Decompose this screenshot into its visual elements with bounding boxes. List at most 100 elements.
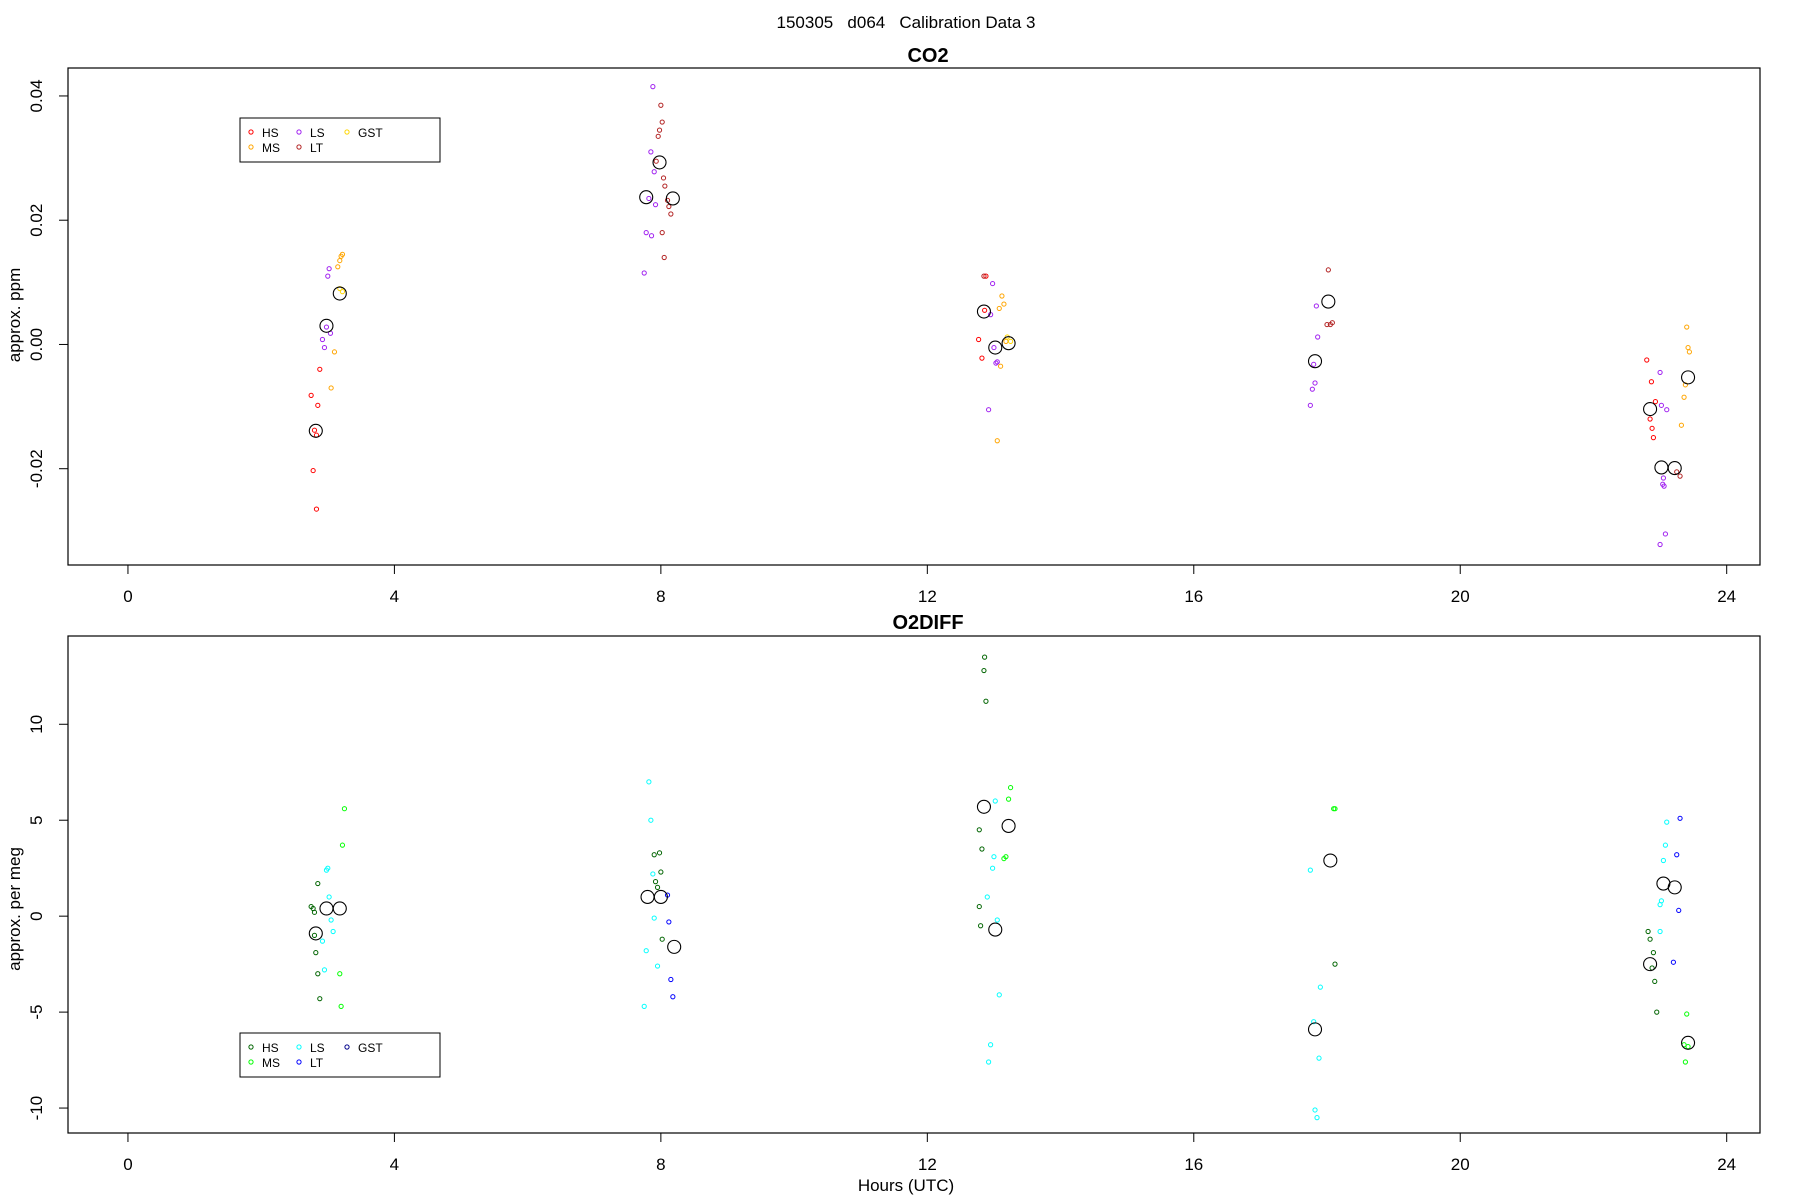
co2-point-lt xyxy=(661,254,667,261)
o2diff-point-mean xyxy=(1667,880,1682,895)
co2-legend-marker-hs xyxy=(248,129,254,135)
co2-panel: CO2 approx. ppm 0 4 8 12 16 20 24 -0.02 0.00 0.02… xyxy=(5,45,1761,606)
co2-point-ls xyxy=(648,233,655,239)
o2diff-point-ms xyxy=(1332,806,1338,812)
co2-point-mean xyxy=(319,318,334,333)
o2diff-point-ls xyxy=(654,963,661,969)
o2diff-point-mean xyxy=(653,889,668,905)
co2-point-ls xyxy=(994,359,1000,365)
co2-point-hs xyxy=(311,427,318,433)
o2diff-point-hs xyxy=(976,903,982,910)
o2diff-ylabel: approx. per meg xyxy=(5,847,24,971)
o2diff-chart-title: O2DIFF xyxy=(892,612,963,634)
co2-legend-marker-ls xyxy=(296,129,302,135)
co2-point-ls xyxy=(1315,334,1321,340)
co2-point-ls xyxy=(1309,386,1315,392)
o2diff-point-ls xyxy=(992,798,998,804)
co2-x-tick-label: 24 xyxy=(1717,587,1736,606)
o2diff-point-lt xyxy=(668,976,674,983)
co2-point-gst xyxy=(1007,338,1014,344)
co2-point-hs xyxy=(1652,399,1659,405)
o2diff-y-tick-label: 0 xyxy=(27,911,46,920)
co2-point-ms xyxy=(1684,324,1690,330)
co2-point-ms xyxy=(337,257,343,264)
o2diff-point-mean xyxy=(1643,957,1658,972)
co2-point-mean xyxy=(639,190,654,205)
o2diff-point-hs xyxy=(317,996,323,1002)
co2-point-ls xyxy=(326,266,332,272)
o2diff-point-mean xyxy=(1001,818,1016,834)
o2diff-x-tick-label: 8 xyxy=(656,1155,665,1174)
o2diff-legend-marker-lt xyxy=(296,1059,302,1065)
o2diff-point-hs xyxy=(978,923,984,929)
o2diff-legend-marker-hs xyxy=(248,1044,254,1050)
o2diff-point-ls xyxy=(1662,842,1669,848)
co2-point-ms xyxy=(328,385,334,391)
co2-point-ls xyxy=(1658,402,1665,408)
o2diff-point-ls xyxy=(1658,898,1665,904)
co2-point-ls xyxy=(1313,303,1319,309)
co2-point-ls xyxy=(319,336,326,343)
co2-point-ms xyxy=(1678,422,1684,428)
co2-point-lt xyxy=(668,211,674,217)
o2diff-point-hs xyxy=(313,950,319,956)
co2-x-tick-label: 20 xyxy=(1451,587,1470,606)
o2diff-point-ls xyxy=(1307,867,1313,873)
o2diff-point-ms xyxy=(1682,1059,1688,1065)
co2-point-lt xyxy=(1329,320,1335,326)
co2-point-lt xyxy=(1677,473,1683,479)
o2diff-legend-label-lt: LT xyxy=(310,1056,324,1070)
co2-legend-label-ls: LS xyxy=(310,126,325,140)
o2diff-legend-marker-ms xyxy=(248,1059,254,1065)
o2diff-point-ls xyxy=(1311,1019,1317,1025)
co2-point-lt xyxy=(656,127,663,133)
o2diff-legend-label-gst: GST xyxy=(358,1041,383,1055)
co2-point-mean xyxy=(1643,402,1658,417)
co2-legend-marker-gst xyxy=(344,129,350,135)
o2diff-point-hs xyxy=(311,909,318,915)
o2diff-point-hs xyxy=(1645,928,1651,935)
co2-point-mean xyxy=(1321,294,1336,309)
o2diff-point-ls xyxy=(1312,1107,1318,1113)
o2diff-point-ms xyxy=(341,806,348,812)
co2-point-mean xyxy=(976,304,991,319)
co2-y-tick-label: -0.02 xyxy=(27,449,46,488)
co2-point-hs xyxy=(313,506,320,512)
figure-title: 150305 d064 Calibration Data 3 xyxy=(777,13,1036,32)
co2-point-ls xyxy=(651,169,657,175)
o2diff-point-ls xyxy=(1314,1115,1320,1121)
co2-point-ls xyxy=(325,273,331,279)
o2diff-legend-label-hs: HS xyxy=(262,1041,279,1055)
o2diff-point-ls xyxy=(990,865,996,871)
o2diff-point-hs xyxy=(311,932,318,938)
o2diff-point-ms xyxy=(1007,784,1014,791)
co2-x-tick-label: 12 xyxy=(918,587,937,606)
o2diff-point-mean xyxy=(667,939,682,954)
o2diff-y-tick-label: -5 xyxy=(27,1005,46,1020)
co2-point-mean xyxy=(665,191,680,206)
co2-point-lt xyxy=(1324,321,1330,328)
o2diff-x-tick-label: 12 xyxy=(918,1155,937,1174)
o2diff-point-ls xyxy=(648,817,654,823)
co2-x-tick-label: 4 xyxy=(390,587,399,606)
o2diff-y-tick-label: 10 xyxy=(27,715,46,734)
co2-point-hs xyxy=(983,273,989,279)
co2-point-ls xyxy=(321,344,328,351)
o2diff-point-hs xyxy=(658,869,664,875)
co2-x-tick-label: 0 xyxy=(123,587,132,606)
co2-point-ms xyxy=(1686,349,1692,355)
co2-point-lt xyxy=(1325,267,1331,273)
co2-y-tick-label: 0.00 xyxy=(27,328,46,361)
co2-legend-label-gst: GST xyxy=(358,126,383,140)
o2diff-point-hs xyxy=(982,654,988,660)
o2diff-point-ls xyxy=(986,1059,992,1065)
o2diff-point-ls xyxy=(641,1003,647,1009)
co2-point-hs xyxy=(1650,435,1657,441)
o2diff-point-mean xyxy=(988,922,1003,937)
co2-legend-marker-ms xyxy=(248,144,254,150)
co2-point-ls xyxy=(986,407,992,413)
o2diff-xlabel: Hours (UTC) xyxy=(858,1176,954,1195)
co2-point-ls xyxy=(1311,361,1317,367)
co2-point-lt xyxy=(658,102,664,108)
